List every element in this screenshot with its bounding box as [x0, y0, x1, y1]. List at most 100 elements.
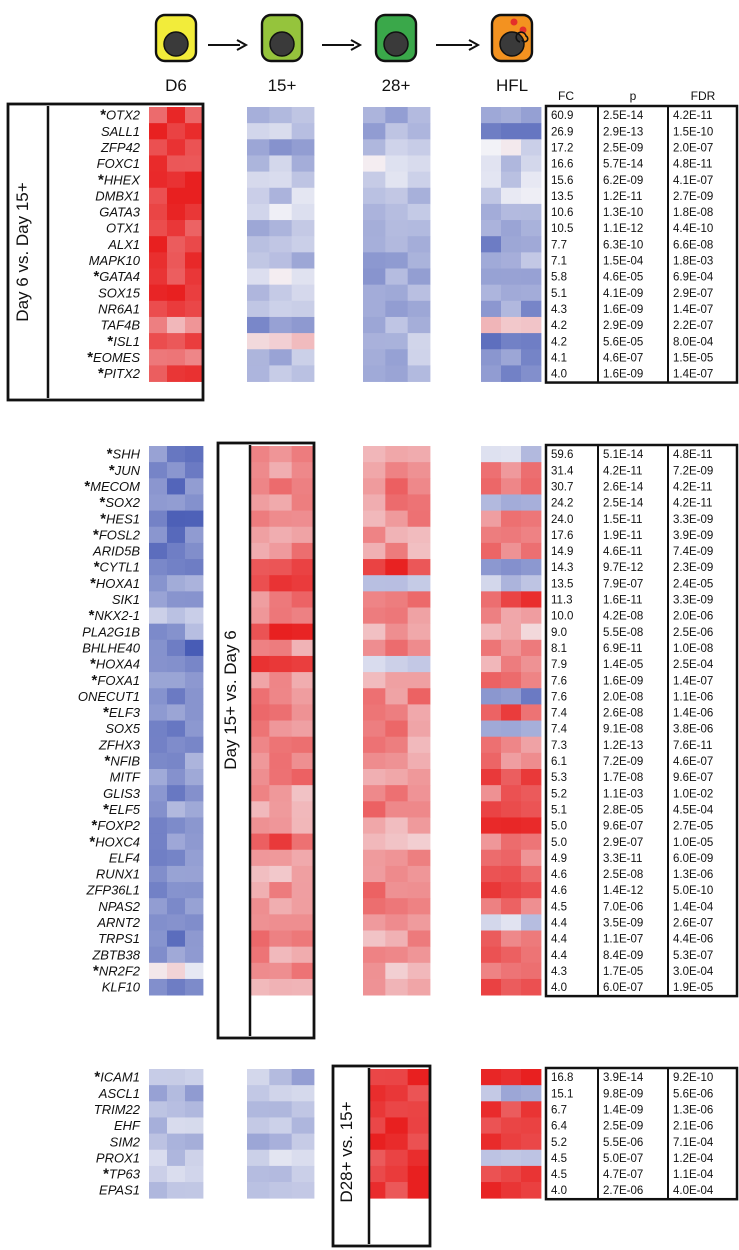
gene-name: HOXA1 [96, 576, 140, 591]
heatmap-cell [481, 623, 502, 641]
gene-name: HOXA4 [96, 657, 140, 672]
heatmap-cell [481, 914, 502, 931]
stat-value: 7.4 [551, 708, 568, 720]
gene-name: PITX2 [104, 366, 141, 381]
heatmap-cell [501, 785, 522, 802]
heatmap-cell [521, 1101, 542, 1118]
heatmap-cell [185, 785, 204, 802]
stat-value: 1.4E-07 [673, 675, 713, 687]
heatmap-cell [481, 494, 502, 511]
heatmap-cell [185, 849, 204, 867]
heatmap-cell [291, 316, 315, 334]
stat-value: 3.0E-04 [673, 966, 714, 978]
gene-label: *EOMES [87, 349, 140, 366]
heatmap-cell [167, 607, 186, 625]
heatmap-cell [385, 494, 409, 511]
heatmap-cell [149, 300, 168, 318]
heatmap-cell [521, 462, 542, 479]
heatmap-cell [407, 720, 431, 738]
heatmap-cell [167, 107, 186, 124]
significance-star: * [90, 575, 96, 592]
stat-value: 5.5E-08 [603, 627, 643, 639]
heatmap-cell [167, 639, 186, 657]
heatmap-cell [269, 672, 293, 689]
heatmap-cell [407, 639, 431, 657]
heatmap-cell [247, 349, 270, 366]
heatmap-cell [291, 1069, 315, 1086]
heatmap-cell [269, 268, 293, 286]
heatmap-cell [291, 849, 315, 867]
heatmap-cell [269, 155, 293, 172]
gene-name: RUNX1 [96, 867, 140, 882]
heatmap-cell [269, 849, 293, 867]
significance-star: * [100, 510, 106, 527]
heatmap-cell [363, 526, 386, 544]
gene-label: *ELF3 [103, 704, 141, 721]
stat-header: FDR [691, 89, 716, 103]
heatmap-cell [385, 155, 409, 172]
gene-name: SOX2 [105, 495, 140, 510]
heatmap-cell [501, 946, 522, 964]
stat-value: 7.0E-06 [603, 901, 643, 913]
gene-label: *NKX2-1 [89, 607, 140, 624]
heatmap-cell [185, 1165, 204, 1183]
gene-label: *NR2F2 [93, 962, 141, 979]
heatmap-cell [167, 187, 186, 205]
heatmap-cell [269, 769, 293, 786]
heatmap-cell [407, 623, 431, 641]
heatmap-cell [149, 978, 168, 996]
heatmap-cell [385, 1117, 409, 1134]
heatmap-cell [407, 349, 431, 366]
heatmap-cell [291, 575, 315, 592]
stat-value: 5.6E-06 [673, 1088, 713, 1100]
heatmap-cell [481, 1133, 502, 1151]
heatmap-cell [269, 575, 293, 592]
stat-value: 1.7E-08 [603, 772, 643, 784]
heatmap-cell [407, 494, 431, 511]
heatmap-cell [501, 203, 522, 221]
heatmap-cell [407, 1117, 431, 1134]
stat-value: 1.1E-03 [603, 788, 643, 800]
stat-value: 4.4 [551, 934, 568, 946]
heatmap-cell [291, 688, 315, 705]
heatmap-cell [363, 268, 386, 286]
stat-value: 4.2E-11 [673, 498, 712, 510]
heatmap-cell [269, 316, 293, 334]
heatmap-cell [385, 930, 409, 948]
heatmap-cell [363, 284, 386, 302]
heatmap-cell [521, 268, 542, 286]
stat-value: 15.6 [551, 175, 573, 187]
stat-value: 7.2E-09 [603, 756, 643, 768]
heatmap-cell [481, 1182, 502, 1199]
gene-name: MITF [110, 770, 141, 785]
heatmap-cell [291, 591, 315, 608]
heatmap-cell [167, 252, 186, 269]
stat-value: 59.6 [551, 449, 573, 461]
heatmap-cell [407, 930, 431, 948]
gene-name: ALX1 [107, 237, 140, 252]
stat-header: FC [558, 89, 574, 103]
heatmap-cell [167, 672, 186, 689]
heatmap-cell [481, 1117, 502, 1134]
heatmap-cell [407, 704, 431, 721]
heatmap-cell [167, 688, 186, 705]
stat-value: 24.2 [551, 498, 573, 510]
heatmap-cell [185, 187, 204, 205]
heatmap-cell [521, 882, 542, 899]
heatmap-cell [363, 510, 386, 528]
heatmap-cell [269, 1069, 293, 1086]
heatmap-cell [167, 1149, 186, 1167]
heatmap-cell [521, 736, 542, 754]
heatmap-cell [501, 236, 522, 253]
gene-name: PROX1 [96, 1150, 140, 1165]
heatmap-cell [185, 220, 204, 237]
stat-value: 5.6E-05 [603, 336, 643, 348]
stat-value: 8.0E-04 [673, 336, 714, 348]
heatmap-cell [407, 446, 431, 463]
heatmap-cell [149, 833, 168, 851]
gene-label: SIM2 [110, 1134, 141, 1149]
heatmap-cell [149, 494, 168, 511]
heatmap-cell [501, 688, 522, 705]
stat-value: 15.1 [551, 1088, 573, 1100]
gene-label: *FOXA1 [92, 672, 140, 689]
